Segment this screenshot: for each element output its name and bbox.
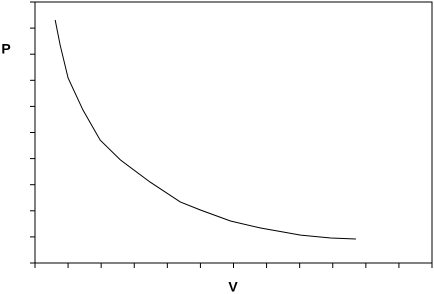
x-axis-label: V — [228, 279, 238, 294]
curve — [54, 19, 356, 240]
plot-frame — [34, 1, 433, 264]
y-axis-label: P — [1, 41, 10, 57]
